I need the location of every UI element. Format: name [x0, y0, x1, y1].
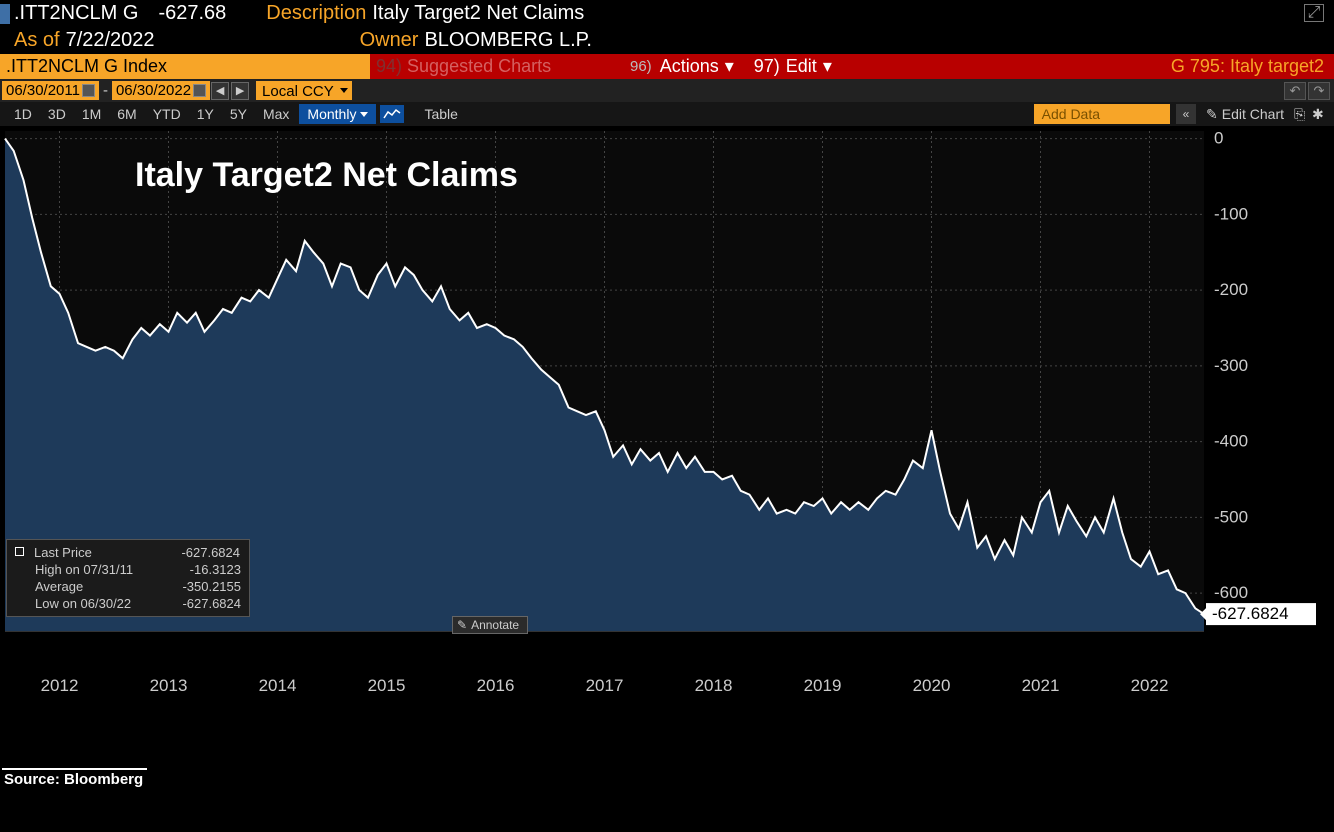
annotate-button[interactable]: ✎ Annotate	[452, 616, 528, 634]
command-bar: .ITT2NCLM G Index 94) Suggested Charts 9…	[0, 54, 1334, 79]
svg-text:2022: 2022	[1131, 676, 1169, 695]
suggested-label: Suggested Charts	[407, 56, 551, 77]
chevron-down-icon: ▾	[823, 56, 832, 77]
svg-text:0: 0	[1214, 129, 1223, 148]
pencil-icon: ✎	[457, 618, 467, 632]
svg-text:2016: 2016	[477, 676, 515, 695]
description-value: Italy Target2 Net Claims	[372, 2, 584, 25]
settings-icon[interactable]: ✱	[1312, 106, 1328, 122]
svg-text:-500: -500	[1214, 507, 1248, 526]
timeframe-1m[interactable]: 1M	[74, 104, 109, 124]
table-button[interactable]: Table	[414, 104, 467, 124]
pencil-icon: ✎	[1206, 106, 1218, 123]
currency-selector[interactable]: Local CCY	[256, 81, 352, 100]
legend-row: Last Price-627.6824	[15, 544, 241, 561]
svg-text:2020: 2020	[913, 676, 951, 695]
svg-text:-400: -400	[1214, 432, 1248, 451]
suggested-charts[interactable]: 94) Suggested Charts	[370, 54, 620, 79]
header-row-1: .ITT2NCLM G -627.68 Description Italy Ta…	[0, 0, 1334, 27]
ticker-marker	[0, 4, 10, 24]
source-attribution: Source: Bloomberg	[2, 768, 147, 788]
index-cell[interactable]: .ITT2NCLM G Index	[0, 54, 370, 79]
svg-text:2017: 2017	[586, 676, 624, 695]
description-label: Description	[266, 2, 366, 25]
date-separator: -	[99, 82, 112, 99]
svg-text:2021: 2021	[1022, 676, 1060, 695]
chart-svg[interactable]: 0 -100 -200 -300 -400 -500 -600 2012 2013 2014 201…	[0, 126, 1334, 788]
chart-id-title: G 795: Italy target2	[1161, 54, 1334, 79]
expand-icon[interactable]: ⤢	[1304, 4, 1324, 22]
ticker-name: .ITT2NCLM G	[14, 2, 138, 25]
period-selector[interactable]: Monthly	[299, 104, 376, 124]
timeframe-5y[interactable]: 5Y	[222, 104, 255, 124]
svg-text:-600: -600	[1214, 583, 1248, 602]
chart-title: Italy Target2 Net Claims	[135, 156, 518, 195]
date-range-bar: 06/30/2011 - 06/30/2022 ◀ ▶ Local CCY ↶ …	[0, 79, 1334, 102]
date-next-button[interactable]: ▶	[231, 82, 249, 100]
svg-text:2015: 2015	[368, 676, 406, 695]
legend-row: High on 07/31/11-16.3123	[15, 561, 241, 578]
actions-label: Actions	[660, 56, 719, 77]
date-start-input[interactable]: 06/30/2011	[2, 81, 99, 100]
edit-menu[interactable]: 97) Edit ▾	[744, 54, 842, 79]
date-end-value: 06/30/2022	[116, 82, 191, 99]
add-data-input[interactable]: Add Data	[1034, 104, 1170, 124]
owner-value: BLOOMBERG L.P.	[424, 29, 591, 52]
date-start-value: 06/30/2011	[6, 82, 80, 99]
chevron-down-icon: ▾	[725, 56, 734, 77]
actions-tag: 96)	[630, 58, 652, 75]
timeframe-6m[interactable]: 6M	[109, 104, 144, 124]
timeframe-toolbar: 1D3D1M6MYTD1Y5YMax Monthly Table Add Dat…	[0, 102, 1334, 126]
calendar-icon[interactable]	[193, 84, 206, 97]
ticker-value: -627.68	[158, 2, 226, 25]
legend-row: Low on 06/30/22-627.6824	[15, 595, 241, 612]
legend-row: Average-350.2155	[15, 578, 241, 595]
svg-text:2013: 2013	[150, 676, 188, 695]
annotate-label: Annotate	[471, 618, 519, 632]
owner-label: Owner	[360, 29, 419, 52]
undo-button[interactable]: ↶	[1284, 82, 1306, 100]
timeframe-3d[interactable]: 3D	[40, 104, 74, 124]
svg-text:2012: 2012	[41, 676, 79, 695]
redo-button[interactable]: ↷	[1308, 82, 1330, 100]
red-bar-filler	[842, 54, 1161, 79]
chart-container: 0 -100 -200 -300 -400 -500 -600 2012 2013 2014 201…	[0, 126, 1334, 788]
header-row-2: As of 7/22/2022 Owner BLOOMBERG L.P.	[0, 27, 1334, 54]
svg-text:-100: -100	[1214, 204, 1248, 223]
timeframe-1y[interactable]: 1Y	[189, 104, 222, 124]
asof-value: 7/22/2022	[66, 29, 155, 52]
svg-text:2019: 2019	[804, 676, 842, 695]
legend-box: Last Price-627.6824High on 07/31/11-16.3…	[6, 539, 250, 617]
timeframe-max[interactable]: Max	[255, 104, 297, 124]
date-prev-button[interactable]: ◀	[211, 82, 229, 100]
svg-text:-300: -300	[1214, 356, 1248, 375]
edit-tag: 97)	[754, 56, 780, 77]
asof-label: As of	[14, 29, 60, 52]
edit-label: Edit	[786, 56, 817, 77]
export-icon[interactable]: ⎘	[1294, 106, 1310, 122]
svg-text:2014: 2014	[259, 676, 297, 695]
edit-chart-button[interactable]: ✎ Edit Chart	[1198, 106, 1292, 123]
chart-type-icon[interactable]	[380, 105, 404, 123]
svg-text:-627.6824: -627.6824	[1212, 604, 1289, 623]
timeframe-ytd[interactable]: YTD	[145, 104, 189, 124]
suggested-tag: 94)	[376, 56, 402, 77]
timeframe-1d[interactable]: 1D	[6, 104, 40, 124]
actions-menu[interactable]: 96) Actions ▾	[620, 54, 744, 79]
svg-text:-200: -200	[1214, 280, 1248, 299]
collapse-button[interactable]: «	[1176, 104, 1196, 124]
calendar-icon[interactable]	[82, 84, 95, 97]
date-end-input[interactable]: 06/30/2022	[112, 81, 210, 100]
edit-chart-label: Edit Chart	[1222, 106, 1284, 122]
svg-text:2018: 2018	[695, 676, 733, 695]
